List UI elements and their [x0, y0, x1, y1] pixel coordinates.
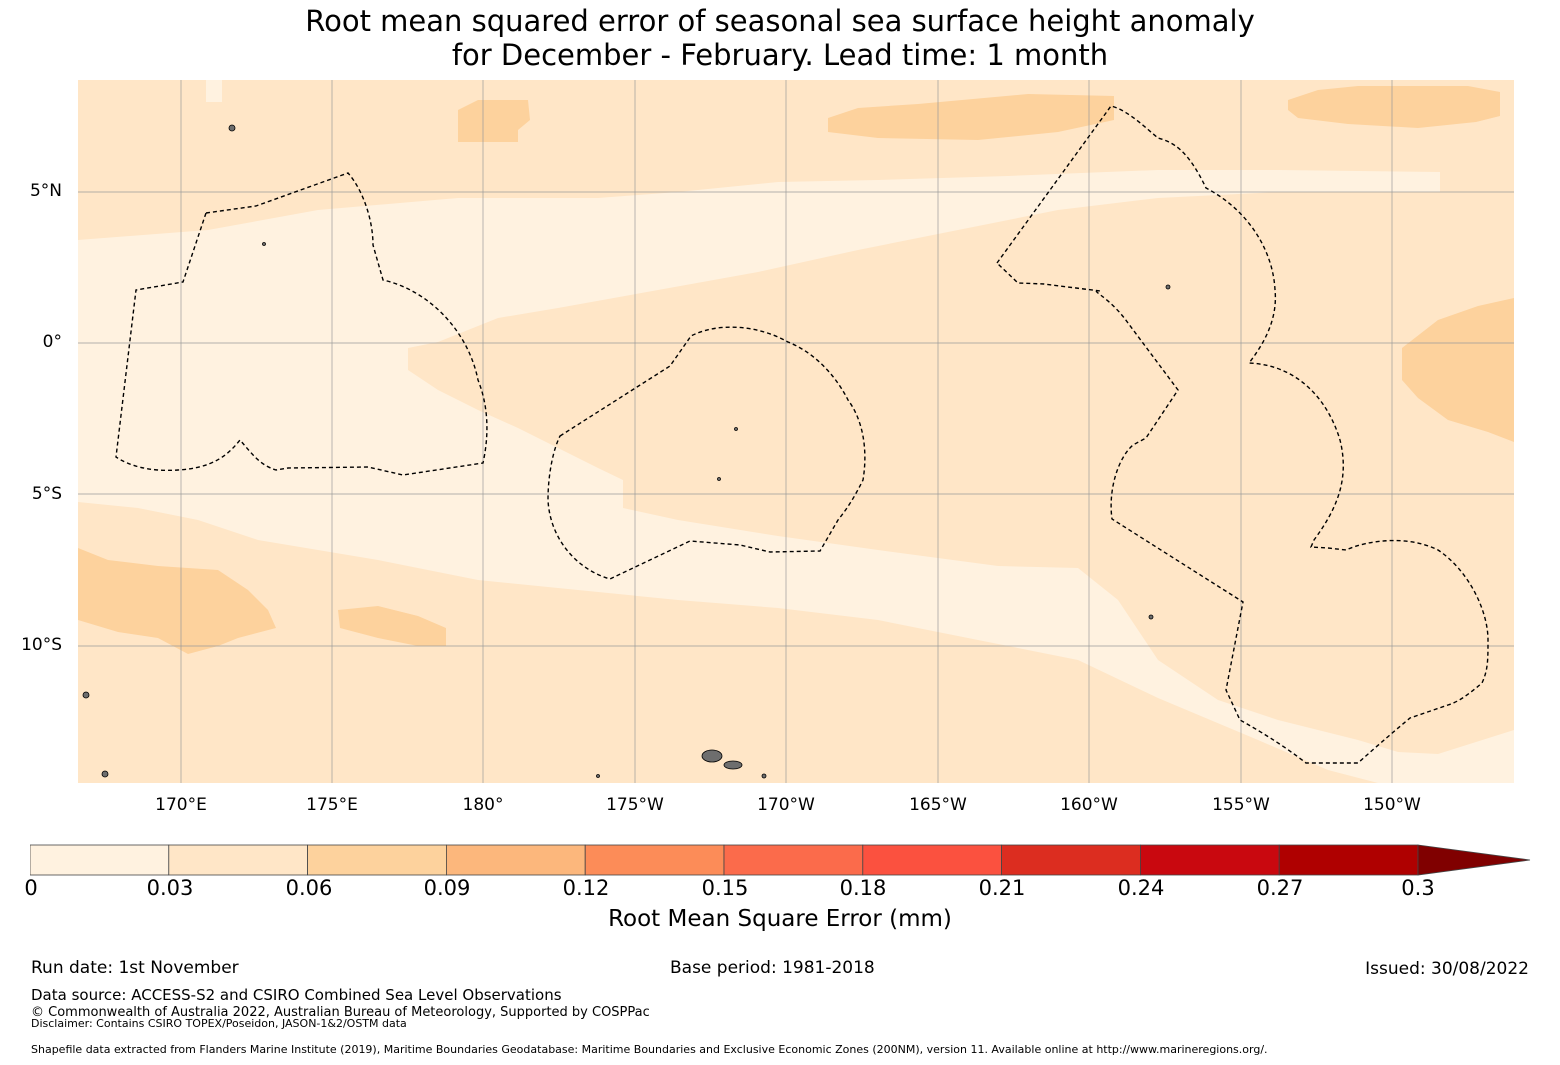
- low-error-band: [78, 170, 1514, 783]
- lon-label-180: 180°: [462, 795, 504, 815]
- island-3: [1165, 284, 1171, 290]
- island-2: [101, 770, 109, 778]
- colorbar-segments: [30, 844, 1419, 876]
- lat-label-5n: 5°N: [29, 181, 62, 201]
- colorbar-tick: 0.27: [1256, 876, 1304, 900]
- shapefile-credit: Shapefile data extracted from Flanders M…: [31, 1043, 1268, 1056]
- colorbar-segment: [168, 844, 309, 876]
- base-period: Base period: 1981-2018: [670, 958, 875, 978]
- chart-title-line2: for December - February. Lead time: 1 mo…: [451, 38, 1109, 72]
- eez-line-islands: [996, 105, 1489, 764]
- lon-label-175e: 175°E: [306, 795, 358, 815]
- island-4: [1148, 614, 1154, 620]
- colorbar-segment: [1001, 844, 1141, 876]
- eez-tokelau: [547, 326, 866, 580]
- high-error-patch-north-1: [458, 100, 530, 142]
- colorbar-segment: [307, 844, 447, 876]
- island-samoa-1: [701, 749, 723, 763]
- colorbar-segment: [445, 844, 586, 876]
- colorbar-segment: [30, 844, 170, 876]
- colorbar-tick: 0: [24, 876, 38, 900]
- lon-label-150w: 150°W: [1363, 795, 1421, 815]
- island-10: [761, 773, 767, 779]
- island-samoa-2: [723, 760, 743, 770]
- islands: [82, 124, 1171, 779]
- lon-label-175w: 175°W: [606, 795, 664, 815]
- high-error-patch-north-3: [1288, 86, 1500, 128]
- island-8: [228, 124, 236, 132]
- colorbar-segment: [1140, 844, 1280, 876]
- island-9: [596, 774, 600, 778]
- chart-title-line1: Root mean squared error of seasonal sea …: [305, 4, 1255, 38]
- colorbar-tick: 0.15: [701, 876, 749, 900]
- colorbar-tick: 0.3: [1401, 876, 1435, 900]
- disclaimer: Disclaimer: Contains CSIRO TOPEX/Poseido…: [31, 1017, 407, 1030]
- colorbar-label: Root Mean Square Error (mm): [608, 906, 952, 932]
- lon-label-165w: 165°W: [909, 795, 967, 815]
- island-6: [717, 477, 721, 481]
- colorbar-tick: 0.09: [423, 876, 471, 900]
- colorbar-tick: 0.06: [285, 876, 333, 900]
- colorbar-tick: 0.12: [562, 876, 610, 900]
- gridlines: [78, 80, 1514, 783]
- colorbar-segment: [862, 844, 1002, 876]
- colorbar-tick: 0.18: [839, 876, 887, 900]
- issued-date: Issued: 30/08/2022: [1365, 959, 1529, 979]
- copyright: © Commonwealth of Australia 2022, Austra…: [31, 1005, 650, 1020]
- eez-boundaries: [115, 105, 1489, 764]
- island-1: [82, 691, 90, 699]
- high-error-patch-southwest: [78, 548, 276, 654]
- data-source: Data source: ACCESS-S2 and CSIRO Combine…: [31, 986, 562, 1004]
- run-date: Run date: 1st November: [31, 958, 239, 978]
- colorbar-extend-arrow: [1417, 844, 1531, 876]
- colorbar-tick: 0.24: [1117, 876, 1165, 900]
- colorbar-tick: 0.03: [146, 876, 194, 900]
- high-error-patch-east: [1402, 298, 1514, 442]
- colorbar: [30, 844, 1531, 876]
- high-error-patch-south: [338, 606, 446, 646]
- island-5: [734, 427, 738, 431]
- colorbar-tick: 0.21: [978, 876, 1026, 900]
- lon-label-170e: 170°E: [155, 795, 207, 815]
- lon-label-155w: 155°W: [1212, 795, 1270, 815]
- lon-label-160w: 160°W: [1060, 795, 1118, 815]
- colorbar-segment: [1278, 844, 1419, 876]
- lat-label-10s: 10°S: [21, 635, 62, 655]
- lat-label-5s: 5°S: [31, 484, 62, 504]
- rmse-map: [78, 80, 1514, 783]
- low-error-patch: [206, 80, 222, 102]
- lon-label-170w: 170°W: [757, 795, 815, 815]
- eez-kiribati-gilbert: [115, 172, 488, 476]
- high-error-patch-north-2: [828, 94, 1114, 140]
- island-7: [262, 242, 266, 246]
- lat-label-0: 0°: [42, 332, 62, 352]
- colorbar-segment: [584, 844, 725, 876]
- colorbar-segment: [723, 844, 864, 876]
